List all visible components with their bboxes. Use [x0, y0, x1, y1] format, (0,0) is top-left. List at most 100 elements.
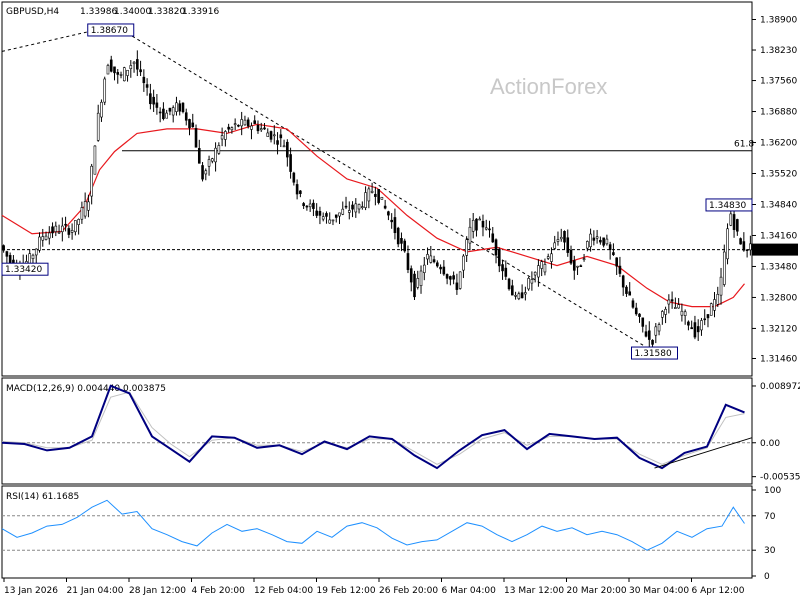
candle-body [524, 292, 527, 295]
time-tick-label: 13 Jan 2026 [4, 586, 58, 596]
candle-body [488, 228, 491, 231]
candle-body [354, 203, 358, 213]
price-tick-label: 1.34160 [760, 231, 797, 241]
price-candle [347, 201, 351, 220]
current-price-tag-box [752, 243, 798, 256]
candle-body [70, 230, 74, 233]
price-candle [605, 234, 609, 246]
price-candle [599, 236, 602, 245]
candle-body [517, 293, 521, 299]
price-candle [631, 298, 635, 309]
candle-body [338, 212, 341, 217]
candle-body [696, 326, 700, 333]
price-candle [546, 253, 550, 261]
price-candle [680, 303, 684, 322]
candle-body [484, 227, 488, 230]
price-candle [706, 314, 710, 328]
candle-body [377, 189, 380, 203]
price-candle [2, 244, 5, 253]
price-candle [533, 271, 537, 283]
candle-body [507, 278, 511, 290]
watermark: ActionForex [490, 74, 607, 99]
price-candle [243, 115, 247, 126]
candle-body [651, 339, 654, 345]
candle-body [625, 286, 628, 294]
candle-body [732, 214, 736, 230]
price-candle [478, 216, 482, 221]
candle-body [393, 217, 397, 234]
price-candle [501, 260, 504, 280]
candle-body [621, 275, 625, 288]
price-candle [44, 231, 48, 241]
candle-body [318, 211, 322, 216]
rsi-panel-frame [1, 485, 753, 579]
rsi-panel[interactable]: RSI(14) 61.1685 100 70 30 0 [1, 485, 781, 582]
price-tick-label: 1.38230 [760, 46, 797, 56]
candle-body [468, 226, 472, 244]
candle-body [93, 145, 97, 175]
price-candle [683, 309, 687, 325]
price-candle [742, 232, 746, 252]
candle-body [511, 285, 514, 296]
time-tick-label: 19 Feb 12:00 [317, 586, 376, 596]
price-candle [592, 230, 596, 246]
annotation-label: 1.31580 [635, 349, 672, 359]
price-candle [341, 201, 345, 216]
price-candle [233, 118, 237, 131]
time-tick-label: 6 Apr 12:00 [692, 586, 745, 596]
price-candle [543, 258, 547, 276]
price-candle [520, 284, 524, 299]
price-candle [149, 83, 152, 110]
price-candle [380, 196, 384, 200]
candle-body [139, 69, 142, 73]
price-panel[interactable]: GBPUSD,H4 1.33986 1.34000 1.33820 1.3391… [1, 1, 798, 377]
price-candle [722, 244, 726, 287]
candle-body [325, 213, 328, 217]
price-candle [77, 218, 80, 235]
annotation-box [87, 23, 135, 37]
candle-body [8, 255, 12, 264]
price-candle [432, 255, 436, 264]
candle-body [657, 324, 661, 332]
price-candle [579, 264, 583, 267]
candle-body [152, 96, 155, 105]
price-candle [739, 237, 742, 245]
macd-panel[interactable]: MACD(12,26,9) 0.004440 0.003875 0.008972… [1, 377, 800, 485]
candle-body [409, 268, 413, 283]
candle-body [494, 239, 498, 256]
candle-body [276, 140, 279, 145]
candle-body [514, 295, 517, 297]
price-candle [618, 256, 622, 278]
candle-body [175, 102, 178, 112]
price-candle [393, 208, 397, 240]
price-candle [38, 232, 41, 253]
price-candle [514, 291, 517, 300]
price-candle [204, 168, 208, 181]
candle-body [250, 125, 253, 130]
macd-tick-label: 0.008972 [760, 382, 800, 392]
price-candle [269, 130, 273, 143]
time-tick-label: 12 Feb 04:00 [254, 586, 313, 596]
candle-body [647, 330, 651, 340]
price-candle [677, 298, 680, 309]
price-candle [654, 323, 658, 344]
candle-body [403, 240, 407, 252]
candle-body [452, 275, 455, 280]
candle-body [455, 282, 459, 290]
candle-body [77, 219, 80, 225]
candle-body [347, 210, 351, 213]
candle-body [445, 274, 449, 279]
price-candle [559, 228, 563, 242]
price-candle [312, 199, 315, 217]
candle-body [543, 264, 547, 273]
price-candle [390, 213, 393, 229]
candle-body [742, 241, 746, 251]
candle-body [664, 308, 667, 315]
candle-body [504, 267, 508, 277]
candle-body [439, 266, 442, 270]
candle-body [364, 192, 367, 208]
candle-body [416, 278, 420, 288]
price-candle [41, 228, 45, 247]
